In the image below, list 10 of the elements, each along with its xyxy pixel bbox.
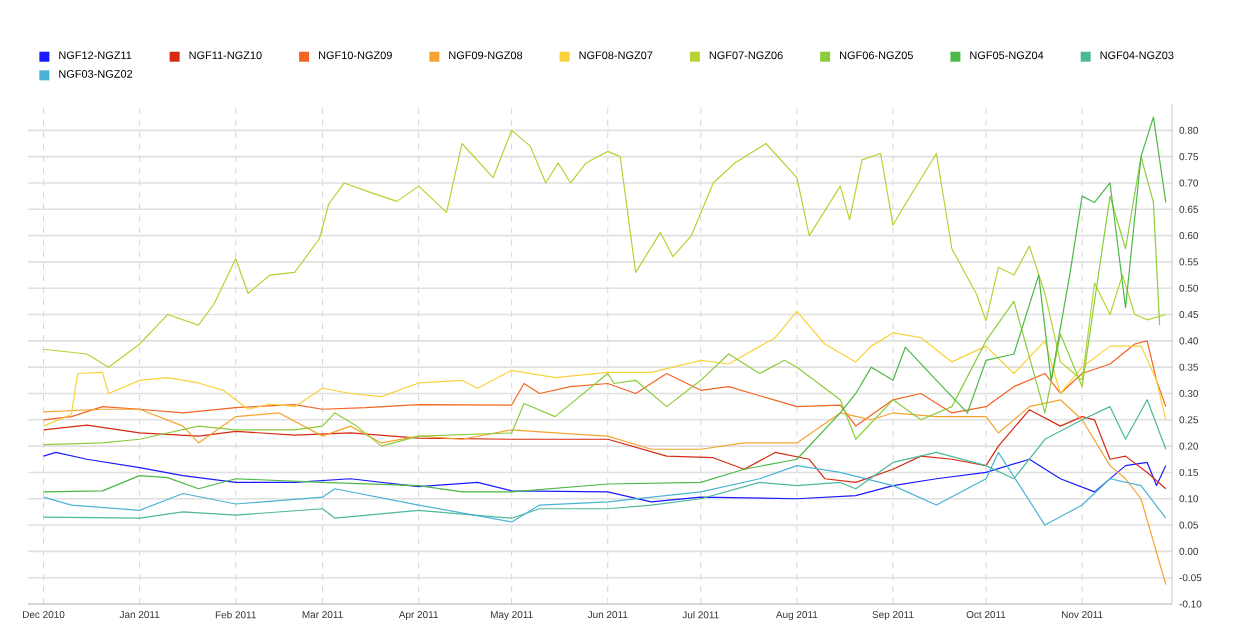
line-series — [42, 310, 1167, 427]
line-series — [42, 129, 1167, 381]
line-series — [42, 399, 1167, 519]
line-series — [42, 409, 1167, 490]
line-series — [42, 340, 1167, 427]
line-series — [42, 451, 1167, 526]
line-series — [42, 451, 1167, 503]
line-series — [42, 156, 1161, 447]
line-series — [42, 116, 1167, 493]
line-series — [42, 399, 1167, 586]
